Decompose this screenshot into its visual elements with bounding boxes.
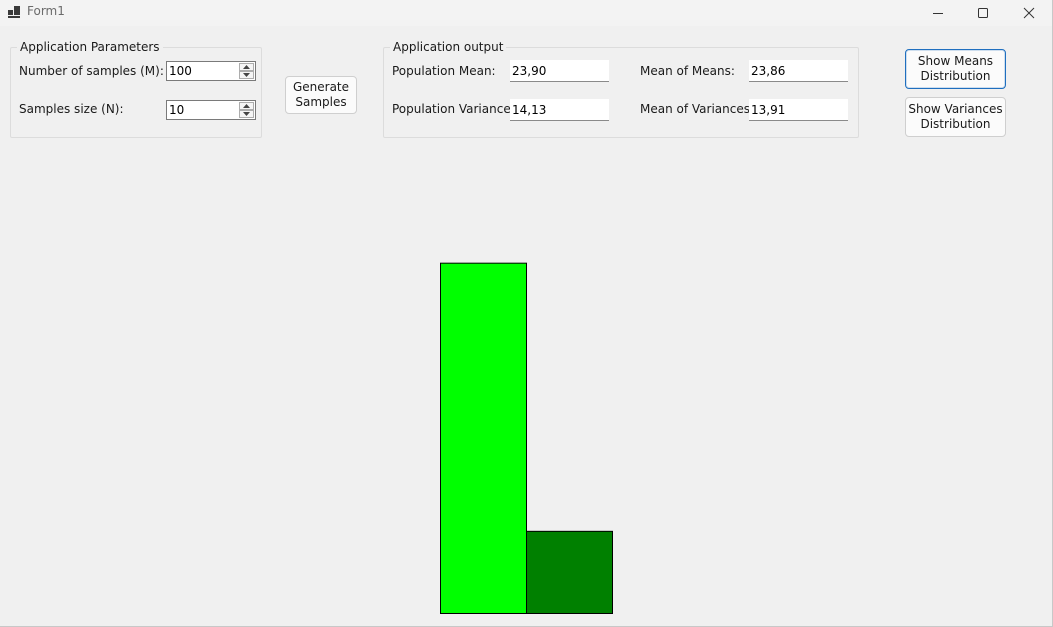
samples-stepper[interactable] <box>166 61 256 81</box>
title-bar[interactable]: Form1 <box>0 0 1052 26</box>
mean-of-means-label: Mean of Means: <box>640 64 735 78</box>
mean-of-variances-label: Mean of Variances: <box>640 102 755 116</box>
close-icon <box>1023 7 1034 19</box>
chevron-up-icon <box>243 104 250 108</box>
size-stepper[interactable] <box>166 100 256 120</box>
size-up-button[interactable] <box>239 102 254 110</box>
size-input[interactable] <box>167 101 241 119</box>
population-variance-label: Population Variance: <box>392 102 515 116</box>
output-legend: Application output <box>390 40 507 54</box>
histogram-bar <box>526 530 613 615</box>
size-down-button[interactable] <box>239 110 254 118</box>
samples-up-button[interactable] <box>239 63 254 71</box>
maximize-button[interactable] <box>960 0 1005 26</box>
size-label: Samples size (N): <box>19 102 124 116</box>
chevron-down-icon <box>243 73 250 77</box>
histogram-bar <box>440 262 527 614</box>
generate-samples-button[interactable]: Generate Samples <box>285 76 357 114</box>
output-group: Application output <box>383 40 859 138</box>
mean-of-variances-field[interactable] <box>749 99 848 121</box>
window-title: Form1 <box>27 4 65 18</box>
close-button[interactable] <box>1006 0 1051 26</box>
parameters-legend: Application Parameters <box>17 40 163 54</box>
parameters-group: Application Parameters <box>10 40 262 138</box>
app-icon <box>8 6 20 18</box>
samples-label: Number of samples (M): <box>19 64 164 78</box>
chevron-up-icon <box>243 65 250 69</box>
minimize-icon <box>932 13 943 14</box>
maximize-icon <box>977 8 988 18</box>
show-means-distribution-button[interactable]: Show Means Distribution <box>905 49 1006 89</box>
population-mean-label: Population Mean: <box>392 64 496 78</box>
population-mean-field[interactable] <box>510 60 609 82</box>
chevron-down-icon <box>243 112 250 116</box>
minimize-button[interactable] <box>915 0 960 26</box>
population-variance-field[interactable] <box>510 99 609 121</box>
size-spin-buttons <box>239 102 254 118</box>
mean-of-means-field[interactable] <box>749 60 848 82</box>
show-variances-distribution-button[interactable]: Show Variances Distribution <box>905 97 1006 137</box>
samples-spin-buttons <box>239 63 254 79</box>
samples-down-button[interactable] <box>239 71 254 79</box>
samples-input[interactable] <box>167 62 241 80</box>
